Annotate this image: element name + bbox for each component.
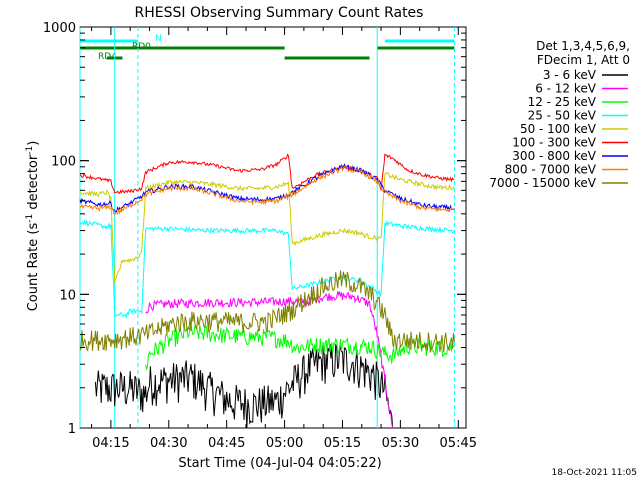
footer-timestamp: 18-Oct-2021 11:05 [552, 468, 637, 478]
state-change-lines [79, 27, 455, 428]
series-line-8 [79, 270, 455, 353]
series-line-0 [94, 343, 394, 429]
series-line-6 [79, 163, 455, 213]
legend-header-line1: Det 1,3,4,5,6,9, [536, 39, 630, 53]
series-line-2 [145, 324, 455, 370]
y-axis-label: Count Rate (s-1 detector-1) [25, 141, 41, 312]
chart-title: RHESSI Observing Summary Count Rates [135, 5, 424, 21]
bar-label-N: N [155, 34, 162, 44]
x-tick-label-3: 05:00 [266, 436, 303, 451]
bar-label-RD4: RD4 [98, 52, 117, 62]
x-tick-label-2: 04:45 [208, 436, 245, 451]
series-line-5 [79, 153, 455, 194]
series-line-1 [145, 290, 394, 429]
legend-label-0: 3 - 6 keV [543, 68, 597, 82]
legend-label-4: 50 - 100 keV [520, 122, 597, 136]
legend-label-6: 300 - 800 keV [512, 149, 596, 163]
y-axis-ticks: 1 10 100 1000 [43, 21, 466, 437]
legend-header-line2: FDecim 1, Att 0 [537, 53, 630, 67]
x-axis-label: Start Time (04-Jul-04 04:05:22) [178, 456, 381, 471]
legend-label-5: 100 - 300 keV [512, 136, 596, 150]
legend-label-2: 12 - 25 keV [528, 95, 597, 109]
series-line-7 [79, 165, 455, 216]
y-tick-label-3: 1000 [43, 21, 76, 36]
legend-label-3: 25 - 50 keV [528, 109, 597, 123]
legend-label-8: 7000 - 15000 keV [489, 176, 596, 190]
plot-frame [79, 26, 467, 429]
series-line-4 [79, 171, 455, 284]
x-tick-label-5: 05:30 [382, 436, 419, 451]
attenuator-bars: N RD0 RD4 [80, 34, 455, 62]
bar-label-RD0: RD0 [132, 42, 151, 52]
x-tick-label-4: 05:15 [324, 436, 361, 451]
series-line-3 [79, 218, 455, 320]
x-tick-label-1: 04:30 [150, 436, 187, 451]
legend-label-7: 800 - 7000 keV [505, 163, 597, 177]
y-tick-label-0: 1 [68, 422, 76, 437]
series-lines [79, 153, 455, 429]
y-tick-label-2: 100 [51, 155, 76, 170]
x-axis-ticks: 04:15 04:30 04:45 05:00 05:15 05:30 05:45 [91, 27, 477, 451]
x-tick-label-6: 05:45 [440, 436, 477, 451]
legend-label-1: 6 - 12 keV [535, 82, 597, 96]
x-tick-label-0: 04:15 [92, 436, 129, 451]
y-tick-label-1: 10 [59, 288, 76, 303]
